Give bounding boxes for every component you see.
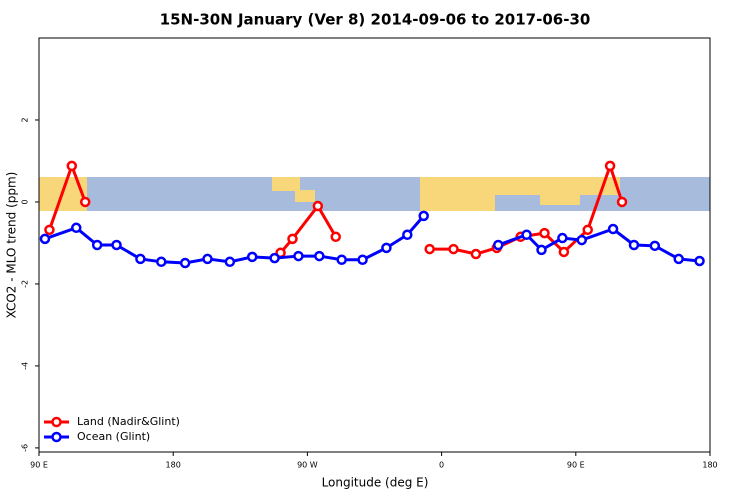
legend-marker bbox=[51, 416, 62, 428]
data-point bbox=[111, 239, 122, 251]
data-point bbox=[576, 234, 588, 246]
chart-title: 15N-30N January (Ver 8) 2014-09-06 to 20… bbox=[160, 11, 591, 29]
data-point bbox=[539, 227, 550, 239]
map-band bbox=[39, 177, 710, 211]
data-point bbox=[616, 196, 628, 208]
data-point bbox=[91, 239, 103, 251]
data-point bbox=[44, 224, 55, 236]
legend-label: Land (Nadir&Glint) bbox=[77, 415, 180, 428]
data-point bbox=[66, 160, 78, 172]
data-point bbox=[628, 239, 640, 251]
data-point bbox=[312, 200, 324, 212]
data-point bbox=[493, 239, 504, 251]
data-point bbox=[604, 160, 616, 172]
x-tick-label: 90 W bbox=[297, 461, 318, 470]
data-point bbox=[246, 251, 258, 263]
data-point bbox=[418, 210, 429, 222]
data-point bbox=[470, 248, 482, 260]
data-point bbox=[202, 253, 213, 265]
data-point bbox=[582, 224, 593, 236]
data-point bbox=[448, 243, 459, 255]
data-point bbox=[557, 232, 568, 244]
data-point bbox=[357, 254, 368, 266]
data-point bbox=[694, 255, 705, 267]
data-point bbox=[424, 243, 435, 255]
y-axis-label: XCO2 - MLO trend (ppm) bbox=[5, 172, 19, 319]
data-point bbox=[293, 250, 304, 262]
data-point bbox=[402, 229, 413, 241]
x-axis-label: Longitude (deg E) bbox=[322, 476, 429, 490]
data-point bbox=[558, 246, 570, 258]
x-tick-label: 180 bbox=[702, 461, 717, 470]
y-tick-label: 2 bbox=[21, 117, 30, 122]
y-tick-label: 0 bbox=[21, 199, 30, 204]
data-point bbox=[673, 253, 684, 265]
data-point bbox=[71, 222, 82, 234]
x-tick-label: 90 E bbox=[567, 461, 585, 470]
data-point bbox=[649, 240, 661, 252]
data-point bbox=[156, 256, 167, 268]
data-point bbox=[79, 196, 91, 208]
data-point bbox=[179, 257, 191, 269]
data-point bbox=[521, 229, 532, 241]
legend-marker bbox=[51, 431, 62, 443]
data-point bbox=[607, 223, 619, 235]
data-point bbox=[224, 256, 236, 268]
y-tick-label: -2 bbox=[21, 280, 30, 288]
y-tick-label: -4 bbox=[21, 362, 30, 370]
legend-label: Ocean (Glint) bbox=[77, 430, 150, 443]
x-tick-label: 90 E bbox=[30, 461, 48, 470]
data-point bbox=[287, 233, 298, 245]
data-point bbox=[269, 252, 280, 264]
x-tick-label: 0 bbox=[439, 461, 444, 470]
plot-frame bbox=[38, 37, 711, 453]
data-point bbox=[135, 253, 146, 265]
y-tick-label: -6 bbox=[21, 444, 30, 452]
x-tick-label: 180 bbox=[166, 461, 181, 470]
data-point bbox=[330, 231, 341, 243]
data-point bbox=[314, 250, 325, 262]
data-point bbox=[381, 242, 392, 254]
data-point bbox=[536, 244, 547, 256]
data-point bbox=[39, 233, 51, 245]
data-point bbox=[336, 254, 347, 266]
